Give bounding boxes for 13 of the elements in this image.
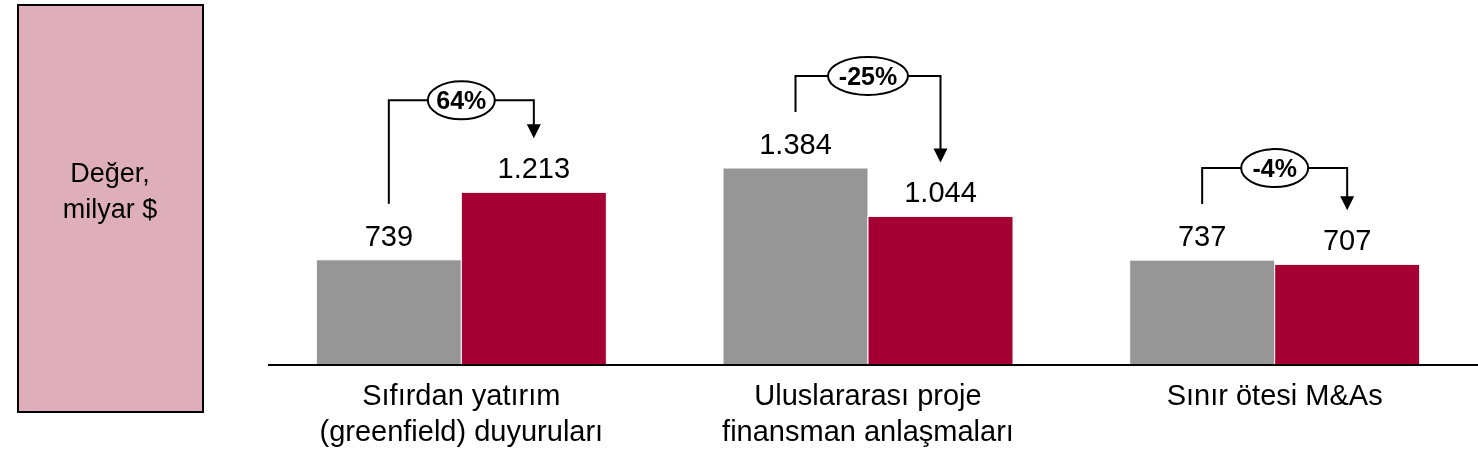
text: -25% xyxy=(838,62,898,90)
annotation: -4% xyxy=(1252,154,1297,183)
x-tick-label: Sınır ötesi M&As xyxy=(1166,379,1383,411)
data-label: 1.044 xyxy=(904,176,977,209)
data-label: 1.213 xyxy=(497,152,571,185)
data-label: 1.384 xyxy=(759,128,832,160)
x-tick-label: Uluslararası proje finansman anlaşmaları xyxy=(722,379,1014,447)
data-label: 737 xyxy=(1177,220,1227,253)
data-label: 707 xyxy=(1322,224,1372,257)
x-tick-label: Sıfırdan yatırım (greenfield) duyuruları xyxy=(319,379,604,447)
text: 64% xyxy=(436,86,487,115)
data-label: 739 xyxy=(364,219,414,252)
y-axis-title: Değer, milyar $ xyxy=(62,158,158,224)
